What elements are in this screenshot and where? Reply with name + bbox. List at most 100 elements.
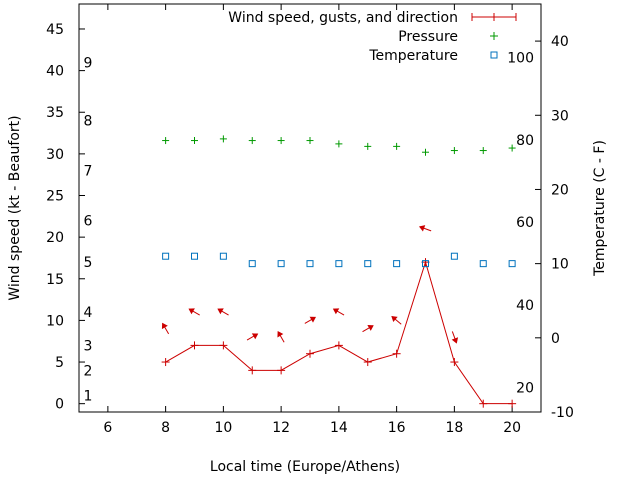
wind-speed-line bbox=[165, 260, 513, 405]
pressure-point bbox=[364, 142, 372, 150]
wind-arrow bbox=[391, 315, 402, 325]
wind-arrow-head bbox=[391, 315, 398, 323]
temperature-point bbox=[479, 260, 487, 268]
beaufort-label: 9 bbox=[84, 55, 93, 71]
wind-arrow-head bbox=[188, 308, 195, 315]
x-tick-label: 8 bbox=[161, 420, 170, 436]
wind-point bbox=[363, 358, 372, 367]
y2-axis-title: Temperature (C - F) bbox=[592, 140, 608, 277]
fahrenheit-label: 60 bbox=[516, 215, 534, 231]
pressure-point bbox=[306, 137, 314, 145]
fahrenheit-label: 20 bbox=[516, 381, 534, 397]
fahrenheit-labels: 20 40 60 80 100 bbox=[507, 50, 534, 396]
y-tick-label: 35 bbox=[46, 105, 64, 121]
wind-arrow bbox=[332, 308, 345, 316]
x-tick-label: 18 bbox=[445, 420, 463, 436]
wind-point bbox=[190, 341, 199, 350]
temperature-point bbox=[335, 260, 343, 268]
wind-arrow-head bbox=[161, 322, 168, 330]
y-tick-label: 15 bbox=[46, 272, 64, 288]
wind-arrow bbox=[217, 308, 229, 316]
x-tick-label: 10 bbox=[214, 420, 232, 436]
wind-point bbox=[248, 366, 257, 375]
fahrenheit-label: 100 bbox=[507, 50, 534, 66]
wind-point bbox=[306, 349, 314, 358]
wind-point bbox=[508, 399, 517, 408]
beaufort-label: 7 bbox=[84, 164, 93, 180]
wind-arrow-head bbox=[217, 308, 224, 315]
legend-label-wind: Wind speed, gusts, and direction bbox=[228, 10, 458, 26]
temperature-point bbox=[450, 252, 458, 260]
y-tick-label: 45 bbox=[46, 22, 64, 38]
pressure-point bbox=[450, 147, 458, 155]
temperature-point bbox=[306, 260, 314, 268]
wind-arrow-head bbox=[332, 308, 340, 315]
pressure-point bbox=[422, 148, 429, 156]
beaufort-label: 4 bbox=[84, 305, 93, 321]
x-axis-title: Local time (Europe/Athens) bbox=[210, 459, 400, 475]
y2-tick-label: 0 bbox=[551, 331, 560, 347]
temperature-point bbox=[422, 260, 429, 268]
x-tick-label: 12 bbox=[272, 420, 290, 436]
y-tick-label: 25 bbox=[46, 189, 64, 205]
y2-tick-label: -10 bbox=[551, 405, 574, 421]
data-series bbox=[161, 135, 517, 408]
legend-swatch-pressure bbox=[490, 32, 498, 40]
fahrenheit-label: 40 bbox=[516, 298, 534, 314]
axis-ticks bbox=[79, 4, 541, 413]
temperature-point bbox=[162, 252, 170, 260]
wind-arrow bbox=[161, 322, 170, 335]
beaufort-label: 8 bbox=[84, 114, 93, 130]
wind-arrow bbox=[304, 316, 317, 324]
beaufort-label: 6 bbox=[84, 213, 93, 229]
temperature-point bbox=[393, 260, 401, 268]
pressure-point bbox=[277, 137, 285, 145]
wind-arrow bbox=[188, 308, 200, 316]
fahrenheit-label: 80 bbox=[516, 133, 534, 149]
pressure-point bbox=[162, 137, 170, 145]
y-tick-label: 5 bbox=[55, 355, 64, 371]
y-tick-label: 40 bbox=[46, 64, 64, 80]
y-axis-title: Wind speed (kt - Beaufort) bbox=[7, 115, 23, 300]
wind-arrow-head bbox=[451, 337, 459, 344]
temperature-point bbox=[277, 260, 285, 268]
pressure-point bbox=[248, 137, 256, 145]
wind-arrow bbox=[418, 225, 432, 232]
temperature-point bbox=[364, 260, 372, 268]
y2-tick-label: 40 bbox=[551, 34, 569, 50]
beaufort-label: 2 bbox=[84, 363, 93, 379]
wind-point bbox=[161, 358, 170, 367]
wind-arrow-head bbox=[251, 333, 259, 340]
x-tick-label: 20 bbox=[503, 420, 521, 436]
plot-frame bbox=[78, 3, 542, 413]
y2-tick-label: 10 bbox=[551, 257, 569, 273]
wind-point bbox=[392, 349, 401, 358]
wind-arrow bbox=[451, 331, 459, 344]
wind-direction-arrows bbox=[161, 225, 459, 344]
pressure-point bbox=[479, 147, 487, 155]
wind-arrow bbox=[277, 331, 285, 343]
legend-label-pressure: Pressure bbox=[398, 29, 458, 45]
wind-point bbox=[219, 341, 228, 350]
pressure-point bbox=[335, 140, 343, 148]
y-tick-label: 20 bbox=[46, 230, 64, 246]
beaufort-label: 5 bbox=[84, 255, 93, 271]
legend: Wind speed, gusts, and direction Pressur… bbox=[228, 10, 517, 64]
wind-point bbox=[277, 366, 286, 375]
temperature-point bbox=[248, 260, 256, 268]
beaufort-label: 1 bbox=[84, 388, 93, 404]
wind-arrow-head bbox=[418, 225, 426, 232]
y-tick-label: 10 bbox=[46, 313, 64, 329]
pressure-point bbox=[393, 142, 401, 150]
wind-arrow-head bbox=[277, 331, 284, 338]
y2-tick-label: 30 bbox=[551, 108, 569, 124]
beaufort-label: 3 bbox=[84, 338, 93, 354]
pressure-point bbox=[219, 135, 227, 143]
y-tick-label: 0 bbox=[55, 397, 64, 413]
temperature-point bbox=[219, 252, 227, 260]
wind-arrow bbox=[362, 325, 374, 333]
tick-labels: 6 8 10 12 14 16 18 20051015202530354045-1001020… bbox=[46, 22, 574, 436]
y2-tick-label: 20 bbox=[551, 182, 569, 198]
x-tick-label: 16 bbox=[388, 420, 406, 436]
